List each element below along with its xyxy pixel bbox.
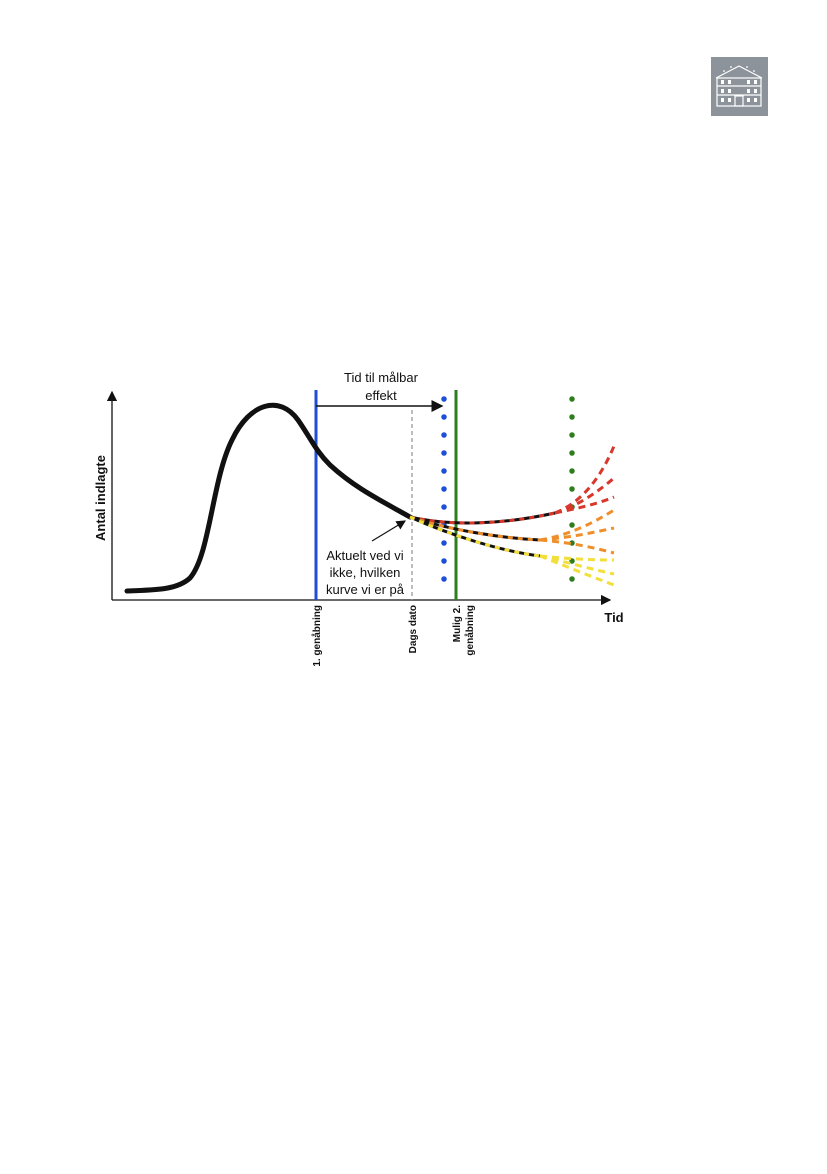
marker-label: 1. genåbning [311,605,323,667]
marker-label: Dags dato [408,605,419,653]
scenarios [409,445,616,587]
epidemic-curve [124,402,413,594]
marker-label: Mulig 2. [452,605,463,642]
arrow-label: effekt [365,388,397,403]
logo [711,57,768,116]
annotation-arrow [371,520,407,542]
arrow-label: Tid til målbar [344,370,419,385]
annotation: Aktuelt ved vi [326,548,403,563]
annotation: ikke, hvilken [330,565,401,580]
x-axis-label: Tid [604,610,623,625]
marker-label: genåbning [464,605,476,656]
y-axis-label: Antal indlagte [93,455,108,541]
annotation: kurve vi er på [326,582,405,597]
